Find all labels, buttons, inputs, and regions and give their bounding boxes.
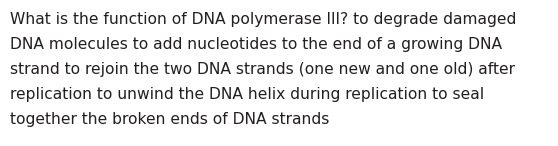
Text: together the broken ends of DNA strands: together the broken ends of DNA strands	[10, 112, 329, 127]
Text: DNA molecules to add nucleotides to the end of a growing DNA: DNA molecules to add nucleotides to the …	[10, 37, 502, 52]
Text: What is the function of DNA polymerase III? to degrade damaged: What is the function of DNA polymerase I…	[10, 12, 516, 27]
Text: strand to rejoin the two DNA strands (one new and one old) after: strand to rejoin the two DNA strands (on…	[10, 62, 515, 77]
Text: replication to unwind the DNA helix during replication to seal: replication to unwind the DNA helix duri…	[10, 87, 484, 102]
